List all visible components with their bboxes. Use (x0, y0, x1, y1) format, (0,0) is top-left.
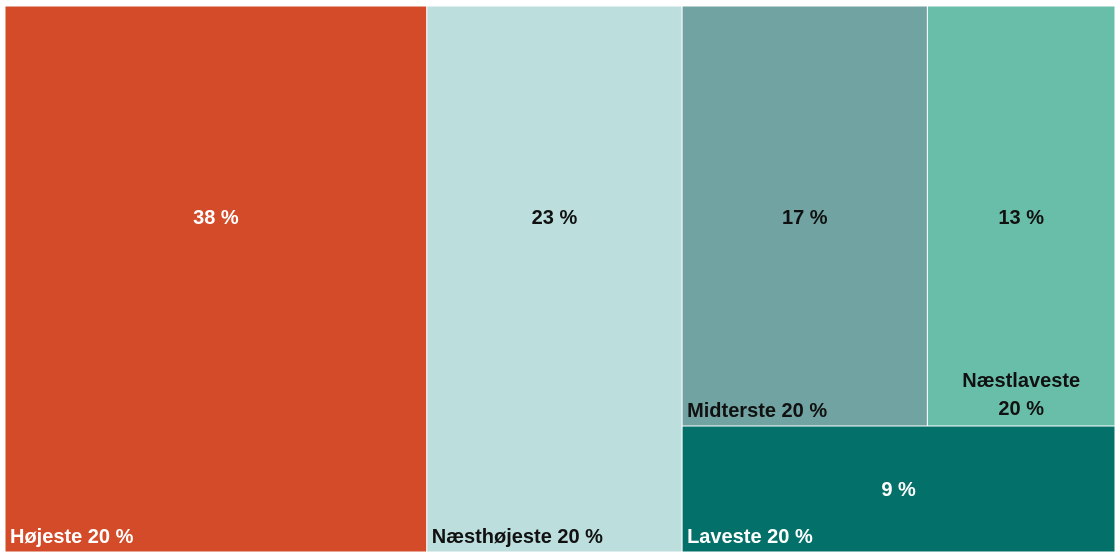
value-label-laveste-20: 9 % (881, 479, 916, 501)
value-label-n-stlaveste-20: 13 % (998, 207, 1044, 229)
tile-n-sth-jeste-20 (426, 5, 683, 553)
category-label-midterste-20: Midterste 20 % (687, 400, 827, 422)
tile-midterste-20 (681, 5, 928, 427)
tile-h-jeste-20 (4, 5, 428, 553)
value-label-h-jeste-20: 38 % (193, 207, 239, 229)
treemap-labels: 38 % Højeste 20 % 23 % Næsthøjeste 20 % 17 %… (10, 207, 1080, 548)
category-label-n-sth-jeste-20: Næsthøjeste 20 % (432, 526, 603, 548)
category-label-h-jeste-20: Højeste 20 % (10, 526, 134, 548)
treemap-tiles (4, 5, 1116, 553)
tile-n-stlaveste-20 (926, 5, 1116, 427)
category-label-n-stlaveste-20: Næstlaveste 20 % (962, 370, 1080, 420)
value-label-n-sth-jeste-20: 23 % (532, 207, 578, 229)
value-label-midterste-20: 17 % (782, 207, 828, 229)
category-label-laveste-20: Laveste 20 % (687, 526, 813, 548)
tile-laveste-20 (681, 425, 1116, 553)
